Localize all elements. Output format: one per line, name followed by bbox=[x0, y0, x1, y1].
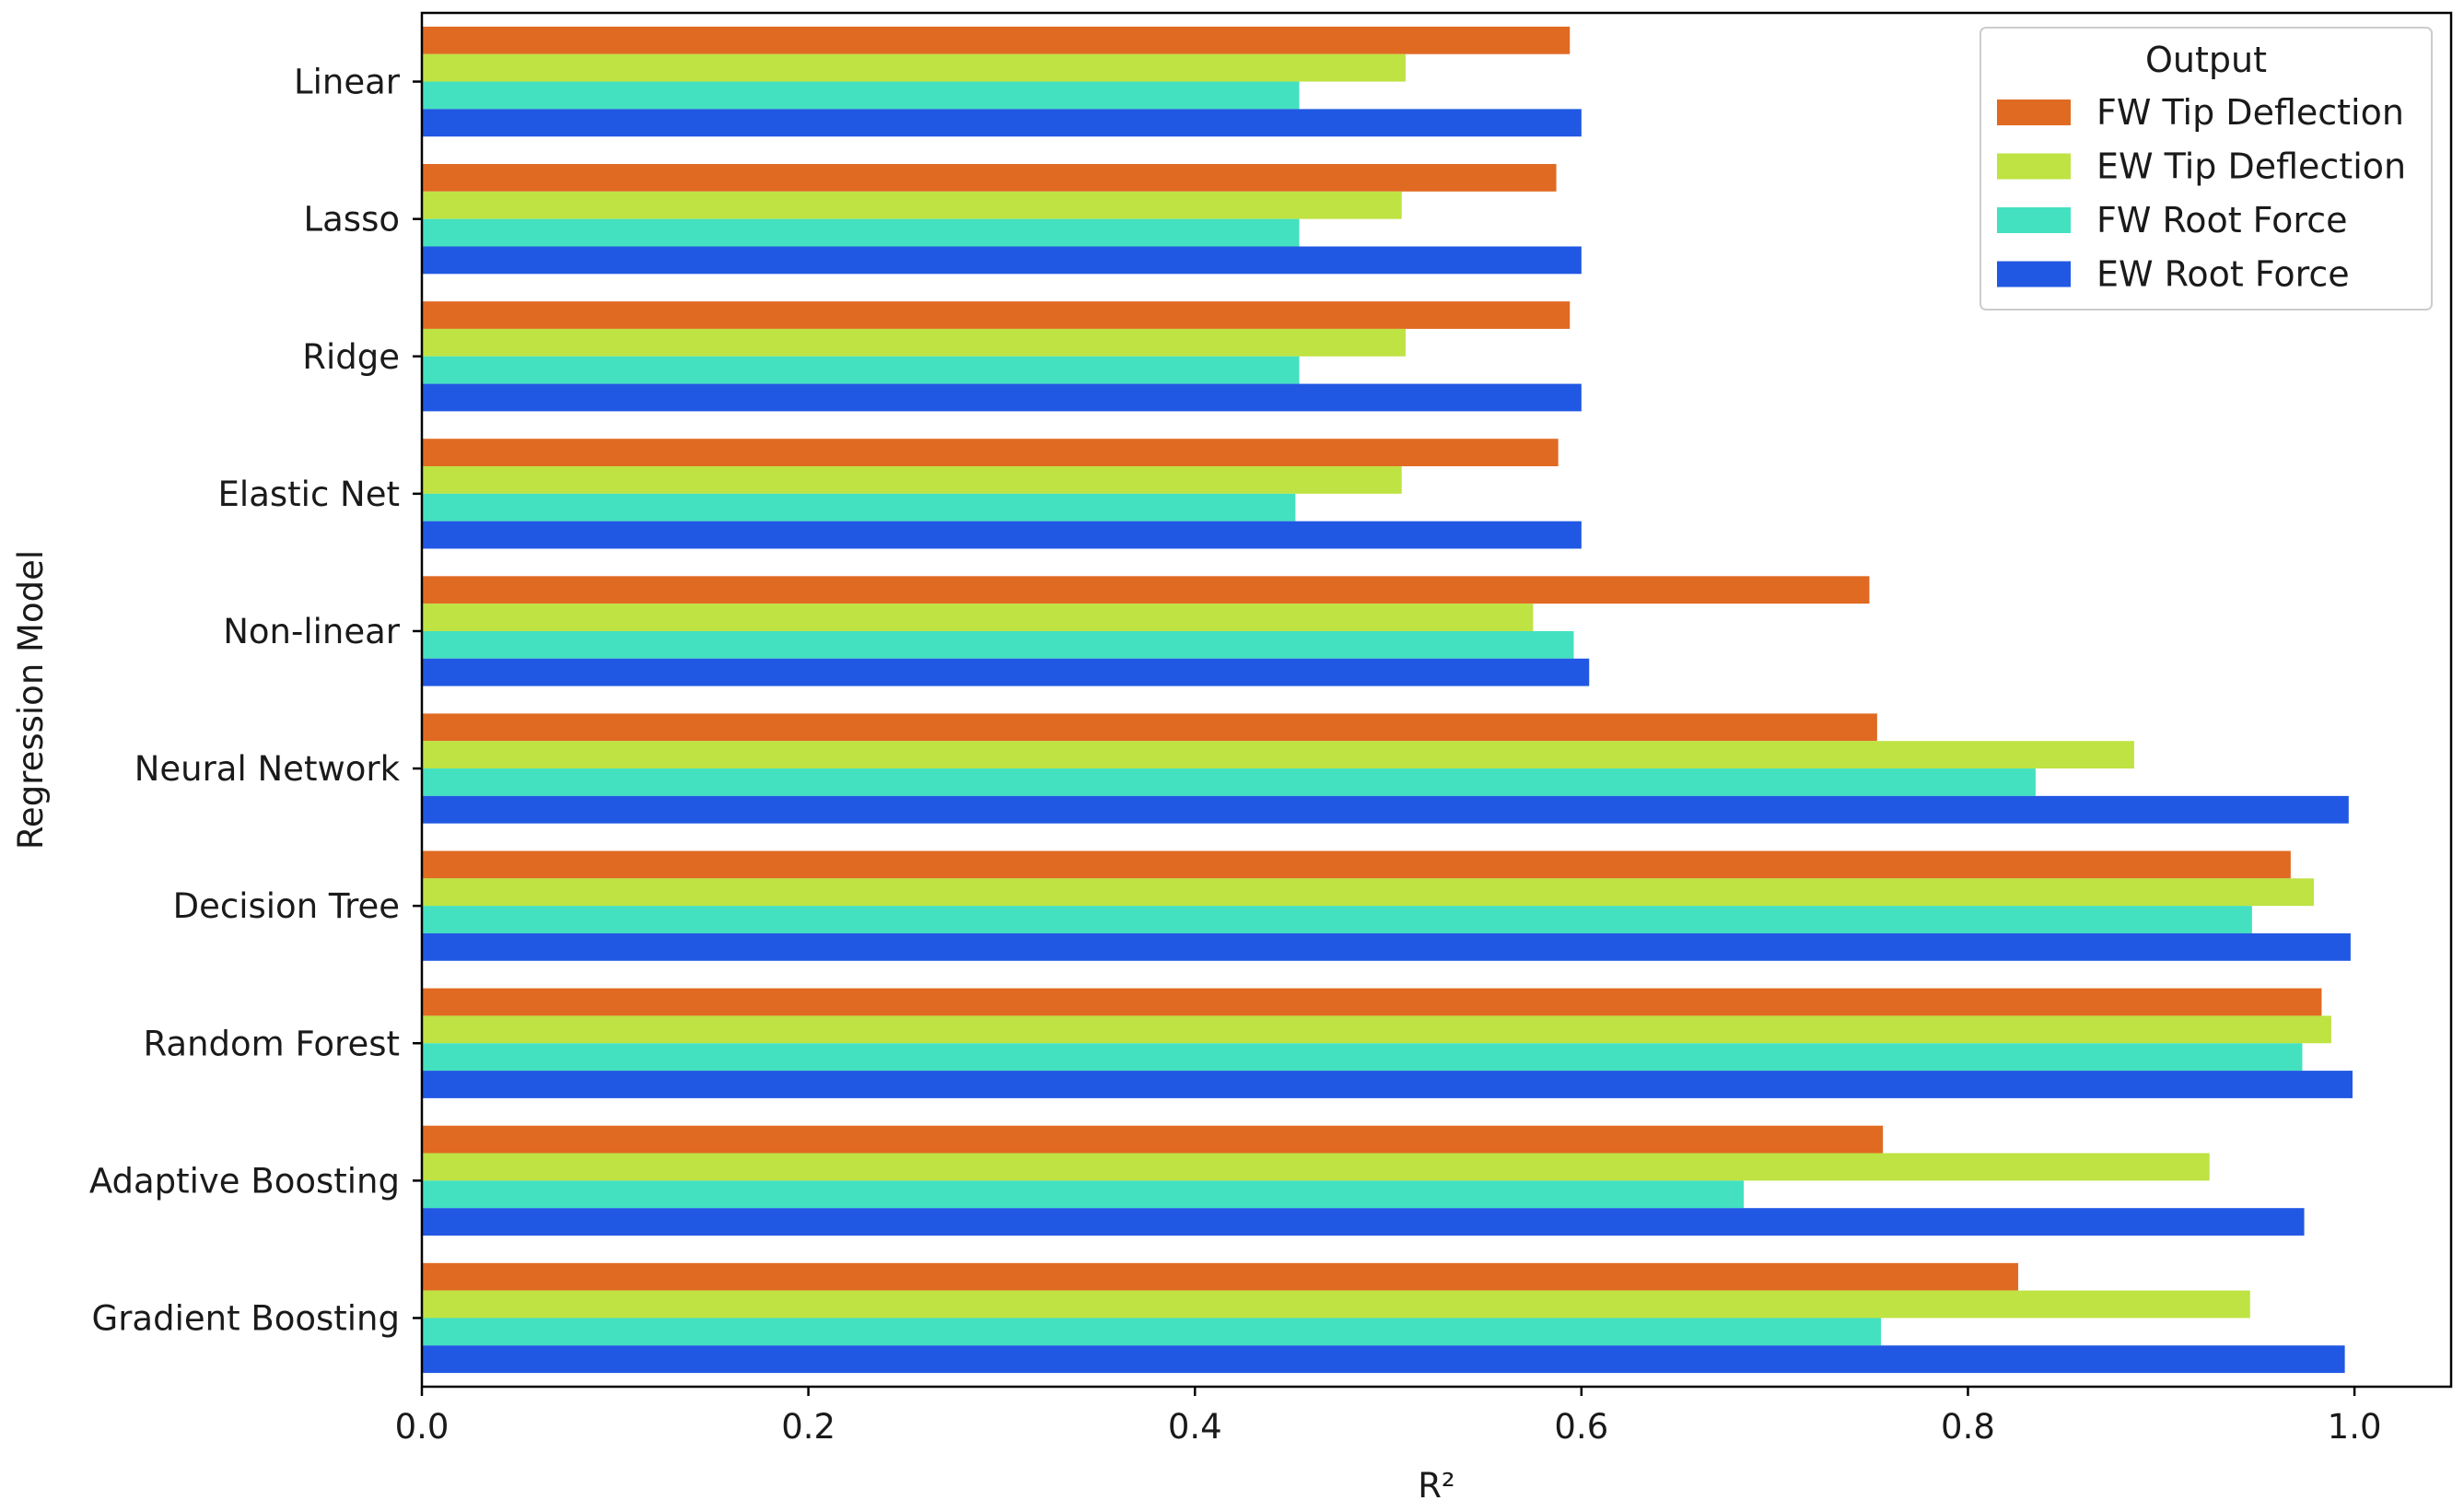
bar-fw-tip-deflection-neural-network bbox=[422, 713, 1877, 742]
y-tick-label: Random Forest bbox=[144, 1024, 401, 1063]
legend-box bbox=[1979, 27, 2433, 311]
y-tick-label: Non-linear bbox=[223, 612, 401, 651]
x-tick-label: 1.0 bbox=[2328, 1407, 2382, 1447]
bar-ew-root-force-non-linear bbox=[422, 658, 1590, 686]
bar-ew-root-force-elastic-net bbox=[422, 521, 1582, 549]
bar-ew-tip-deflection-random-forest bbox=[422, 1015, 2331, 1044]
bar-fw-root-force-neural-network bbox=[422, 768, 2036, 796]
legend-label: FW Tip Deflection bbox=[2096, 92, 2404, 133]
bar-fw-root-force-adaptive-boosting bbox=[422, 1180, 1745, 1209]
legend: Output FW Tip Deflection EW Tip Deflectio… bbox=[1979, 27, 2433, 311]
legend-swatch bbox=[1997, 261, 2071, 287]
y-tick-label: Adaptive Boosting bbox=[89, 1161, 400, 1201]
bar-ew-tip-deflection-adaptive-boosting bbox=[422, 1153, 2210, 1181]
legend-items: FW Tip Deflection EW Tip Deflection FW Roo… bbox=[1997, 92, 2406, 295]
bar-ew-root-force-ridge bbox=[422, 383, 1582, 412]
bar-ew-tip-deflection-lasso bbox=[422, 191, 1402, 219]
bar-fw-root-force-ridge bbox=[422, 356, 1300, 384]
bar-ew-root-force-decision-tree bbox=[422, 932, 2351, 961]
bar-ew-tip-deflection-non-linear bbox=[422, 604, 1534, 631]
x-tick-label: 0.0 bbox=[395, 1407, 450, 1447]
x-tick-label: 0.6 bbox=[1554, 1407, 1608, 1447]
bar-fw-root-force-linear bbox=[422, 81, 1300, 110]
bar-fw-root-force-elastic-net bbox=[422, 493, 1296, 522]
legend-swatch bbox=[1997, 153, 2071, 180]
x-tick-label: 0.8 bbox=[1941, 1407, 1995, 1447]
bar-fw-tip-deflection-adaptive-boosting bbox=[422, 1125, 1884, 1154]
x-axis: 0.0 0.2 0.4 0.6 0.8 1.0 bbox=[395, 1387, 2382, 1447]
y-tick-label: Neural Network bbox=[134, 749, 401, 789]
bars-group bbox=[422, 26, 2353, 1374]
legend-swatch bbox=[1997, 207, 2071, 233]
bar-ew-root-force-lasso bbox=[422, 246, 1582, 275]
bar-ew-tip-deflection-decision-tree bbox=[422, 878, 2315, 907]
bar-ew-root-force-neural-network bbox=[422, 795, 2349, 824]
y-axis-label: Regression Model bbox=[11, 550, 51, 850]
bar-fw-root-force-decision-tree bbox=[422, 906, 2252, 933]
bar-fw-root-force-random-forest bbox=[422, 1043, 2303, 1072]
legend-label: EW Root Force bbox=[2096, 254, 2350, 295]
bar-ew-root-force-gradient-boosting bbox=[422, 1345, 2345, 1374]
y-tick-label: Ridge bbox=[302, 337, 400, 377]
bar-ew-root-force-linear bbox=[422, 109, 1582, 137]
bar-fw-tip-deflection-non-linear bbox=[422, 576, 1870, 604]
bar-ew-tip-deflection-gradient-boosting bbox=[422, 1290, 2250, 1319]
bar-ew-root-force-random-forest bbox=[422, 1071, 2353, 1098]
bar-ew-tip-deflection-linear bbox=[422, 53, 1406, 82]
x-axis-label: R² bbox=[1418, 1466, 1455, 1506]
bar-fw-root-force-lasso bbox=[422, 218, 1300, 247]
y-axis: Linear Lasso Ridge Elastic Net Non-linear Neu… bbox=[89, 63, 422, 1338]
y-tick-label: Linear bbox=[294, 63, 401, 102]
plot-frame bbox=[420, 11, 2453, 1389]
legend-label: EW Tip Deflection bbox=[2096, 147, 2406, 187]
legend-label: FW Root Force bbox=[2096, 200, 2348, 240]
bar-fw-root-force-gradient-boosting bbox=[422, 1318, 1882, 1346]
bar-fw-root-force-non-linear bbox=[422, 630, 1574, 659]
y-tick-label: Gradient Boosting bbox=[92, 1298, 400, 1338]
bar-ew-tip-deflection-neural-network bbox=[422, 741, 2134, 769]
y-tick-label: Decision Tree bbox=[173, 886, 400, 926]
bar-fw-tip-deflection-lasso bbox=[422, 164, 1557, 192]
bar-fw-tip-deflection-decision-tree bbox=[422, 850, 2291, 879]
y-tick-label: Elastic Net bbox=[218, 475, 400, 514]
x-tick-label: 0.2 bbox=[781, 1407, 835, 1447]
legend-swatch bbox=[1997, 100, 2071, 125]
legend-title: Output bbox=[2145, 40, 2267, 80]
bar-fw-tip-deflection-linear bbox=[422, 26, 1571, 54]
bar-fw-tip-deflection-gradient-boosting bbox=[422, 1262, 2019, 1291]
bar-fw-tip-deflection-ridge bbox=[422, 301, 1571, 329]
bar-ew-root-force-adaptive-boosting bbox=[422, 1208, 2305, 1236]
bar-fw-tip-deflection-elastic-net bbox=[422, 439, 1559, 467]
bar-fw-tip-deflection-random-forest bbox=[422, 988, 2322, 1016]
bar-ew-tip-deflection-ridge bbox=[422, 328, 1406, 357]
bar-ew-tip-deflection-elastic-net bbox=[422, 466, 1402, 494]
y-tick-label: Lasso bbox=[304, 200, 400, 240]
x-tick-label: 0.4 bbox=[1168, 1407, 1222, 1447]
